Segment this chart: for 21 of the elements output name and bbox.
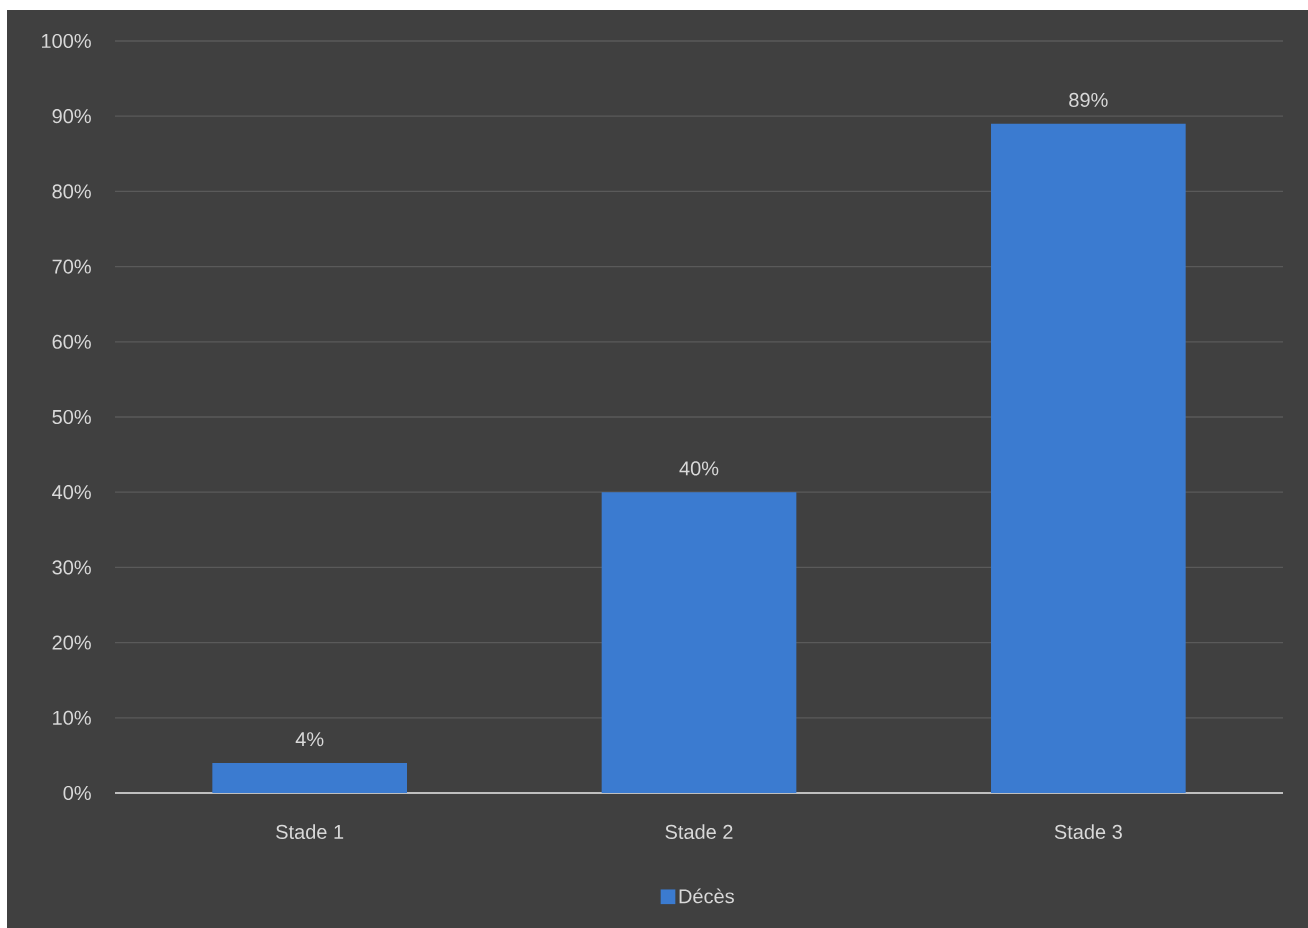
- x-tick-label: Stade 3: [1054, 824, 1122, 839]
- y-tick-label: 60%: [52, 334, 91, 349]
- bar: [601, 492, 797, 793]
- y-tick-label: 80%: [52, 184, 91, 199]
- y-tick-label: 70%: [52, 259, 91, 274]
- y-tick-label: 50%: [52, 409, 91, 425]
- data-label: 89%: [1069, 92, 1108, 107]
- y-tick-label: 30%: [52, 560, 91, 575]
- y-tick-label: 0%: [63, 785, 91, 801]
- y-tick-label: 90%: [52, 109, 91, 124]
- y-tick-label: 20%: [52, 635, 91, 650]
- bar: [212, 762, 408, 793]
- y-tick-label: 10%: [53, 710, 91, 725]
- x-tick-label: Stade 1: [276, 824, 344, 839]
- y-tick-label: 100%: [42, 33, 91, 49]
- x-tick-label: Stade 2: [665, 824, 733, 839]
- data-label: 4%: [295, 732, 324, 747]
- bar: [991, 123, 1186, 793]
- y-tick-label: 40%: [52, 485, 91, 500]
- legend-label: Décès: [679, 888, 734, 904]
- data-label: 40%: [679, 461, 719, 476]
